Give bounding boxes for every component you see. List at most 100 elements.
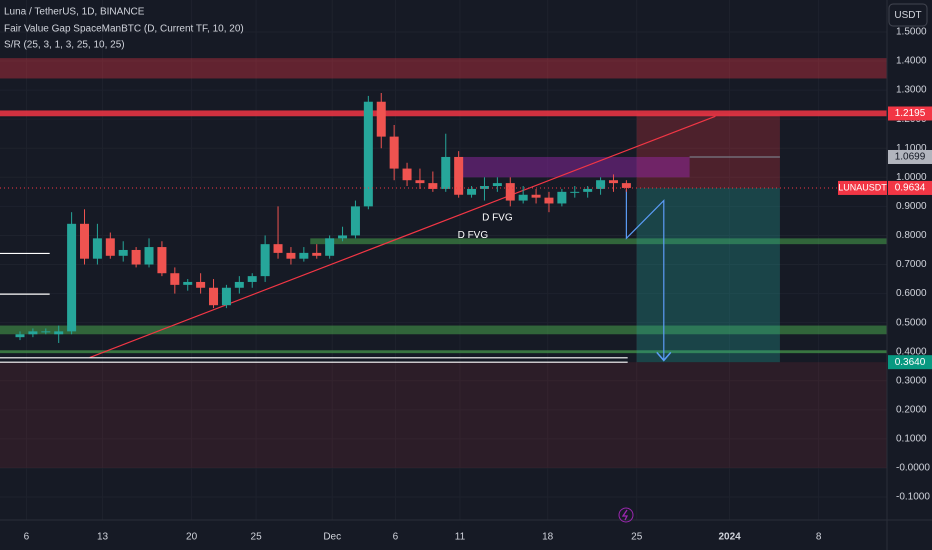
y-tick-label: 0.4000 [896,346,927,357]
candle-body [402,168,412,181]
candle-body [92,238,102,259]
drawing-line [89,115,716,359]
candle-body [131,249,141,265]
zone [459,156,690,178]
candle-body [505,183,515,201]
price-label: 1.0699 [895,152,926,163]
candle-body [41,331,51,333]
y-tick-label: 1.0000 [896,172,927,183]
candle-body [196,281,206,288]
candle-body [221,287,231,306]
price-label-bg [888,180,932,195]
candle-body [596,180,606,189]
x-tick-label: 11 [455,532,466,543]
candle-body [260,244,270,277]
x-tick-label: 25 [631,532,643,543]
candle-body [441,156,451,189]
candle-body [299,252,309,259]
price-label: 0.3640 [895,357,926,368]
candle-body [170,273,180,285]
candle-body [454,156,464,195]
plot-area: D FVG D FVG [0,58,888,468]
candle-body [15,334,25,338]
x-tick-label: Dec [323,532,341,543]
currency-button-label[interactable]: USDT [894,10,921,21]
legend-symbol: Luna / TetherUS, 1D, BINANCE [4,7,145,18]
x-tick-label: 18 [542,532,554,543]
currency-button[interactable] [888,3,928,27]
candle-body [144,247,154,265]
candle-body [570,191,580,193]
candle-body [157,247,167,274]
y-tick-label: 1.3000 [896,85,927,96]
zone [0,350,887,354]
zone [636,113,780,188]
y-tick-label: 0.8000 [896,230,927,241]
event-icon-bolt [621,509,629,521]
y-tick-label: 0.6000 [896,288,927,299]
x-tick-label: 6 [24,532,30,543]
candle-body [286,252,296,259]
candle-body [312,252,322,256]
y-tick-label: 0.7000 [896,259,927,270]
candle-body [325,238,335,256]
candle-body [518,194,528,201]
candle-body [67,223,77,332]
zone [0,58,887,79]
y-tick-label: 1.5000 [896,27,927,38]
symbol-label-bg [838,180,887,195]
candle-body [389,136,399,169]
candle-body [80,223,90,259]
candle-body [105,238,115,256]
candle-body [544,197,554,204]
candle-body [54,331,64,335]
zone [0,110,887,117]
candle-body [338,235,348,239]
y-tick-label: 0.5000 [896,317,927,328]
candle-body [583,188,593,192]
legend-indicator: S/R (25, 3, 1, 3, 25, 10, 25) [4,40,125,51]
y-tick-label: 0.9000 [896,201,927,212]
x-tick-label: 8 [816,532,822,543]
y-tick-label: 0.3000 [896,375,927,386]
candle-body [209,287,219,306]
price-label-bg [888,149,932,164]
price-label: 0.9634 [895,183,926,194]
x-tick-label: 2024 [718,532,741,543]
drawing-line [625,189,665,361]
y-tick-label: 0.1000 [896,434,927,445]
candle-body [118,249,128,256]
candle-body [363,101,373,207]
zone [0,362,887,468]
candle-body [350,206,360,236]
candle-body [531,194,541,198]
candle-body [376,101,386,137]
symbol-label: LUNAUSDT [838,182,887,192]
y-tick-label: 1.4000 [896,56,927,67]
candle-body [28,331,38,335]
y-tick-label: -0.1000 [896,492,930,503]
candle-body [183,281,193,285]
y-tick-label: 1.1000 [896,143,927,154]
candle-body [467,188,477,195]
zone [0,325,887,335]
candle-body [428,183,438,189]
arrow-head [656,351,672,362]
y-tick-label: -0.0000 [896,463,930,474]
candle-body [492,183,502,187]
x-tick-label: 25 [251,532,263,543]
candle-body [234,281,244,288]
legend-indicator: Fair Value Gap SpaceManBTC (D, Current T… [4,24,244,35]
price-label-bg [888,355,932,370]
x-tick-label: 20 [186,532,198,543]
price-label: 1.2195 [895,108,926,119]
annotation: D FVG [458,230,489,241]
candle-body [247,276,257,282]
event-icon[interactable] [618,507,634,523]
zone [310,238,888,245]
x-tick-label: 6 [393,532,399,543]
candle-body [415,180,425,184]
candle-body [608,180,618,184]
